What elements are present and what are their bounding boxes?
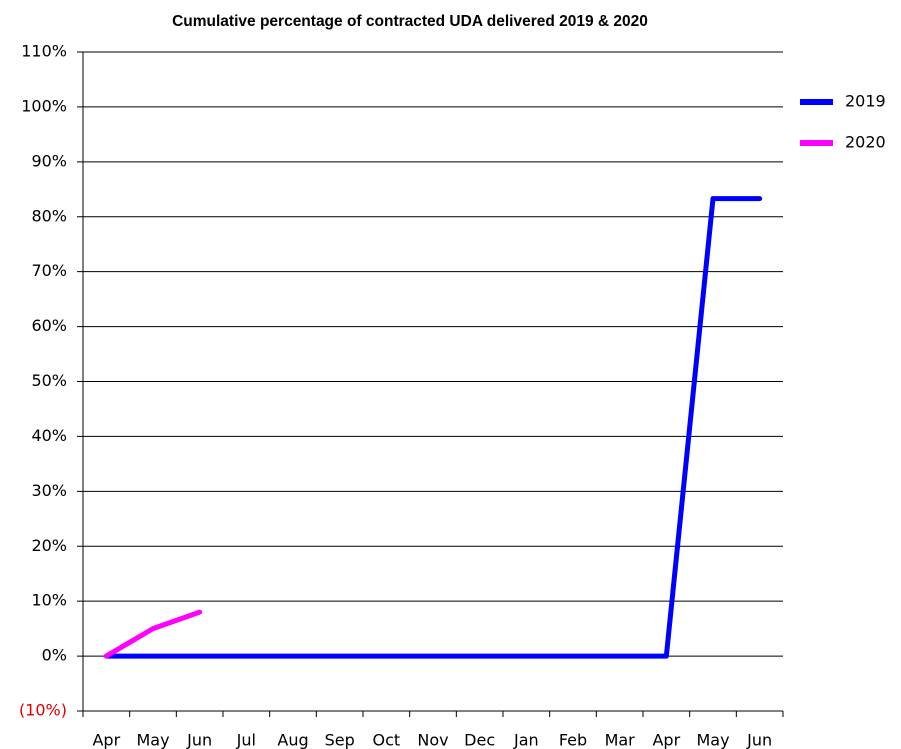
series-line [103,196,763,659]
x-tick-label: Aug [277,731,308,749]
y-tick-label: 100% [21,96,67,115]
x-tick-label: Dec [464,731,495,749]
y-tick-label: 80% [31,206,67,225]
y-tick-label: (10%) [19,701,67,720]
x-tick-label: Mar [605,731,636,749]
legend-label: 2020 [845,133,886,152]
x-tick-label: Nov [417,731,448,749]
x-tick-label: Sep [325,731,355,749]
y-tick-label: 0% [42,646,67,665]
y-tick-label: 40% [31,426,67,445]
y-tick-label: 70% [31,261,67,280]
y-tick-label: 60% [31,316,67,335]
y-tick-label: 110% [21,42,67,61]
x-tick-label: Jul [236,731,256,749]
x-tick-label: Jan [513,731,539,749]
y-tick-label: 10% [31,591,67,610]
chart-title: Cumulative percentage of contracted UDA … [172,13,648,30]
x-tick-label: Apr [92,731,120,749]
y-tick-label: 50% [31,371,67,390]
y-tick-label: 30% [31,481,67,500]
x-tick-label: Feb [559,731,587,749]
x-tick-label: May [696,731,729,749]
series-line [103,609,203,659]
x-tick-label: May [136,731,169,749]
y-tick-label: 20% [31,536,67,555]
y-tick-label: 90% [31,151,67,170]
x-tick-label: Oct [372,731,400,749]
x-tick-label: Apr [652,731,680,749]
x-tick-label: Jun [186,731,212,749]
legend-label: 2019 [845,92,886,111]
x-tick-label: Jun [746,731,772,749]
